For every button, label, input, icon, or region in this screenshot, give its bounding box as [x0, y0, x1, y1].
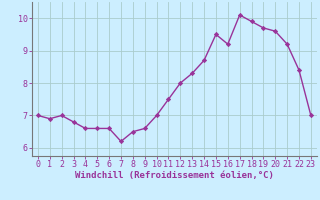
X-axis label: Windchill (Refroidissement éolien,°C): Windchill (Refroidissement éolien,°C)	[75, 171, 274, 180]
